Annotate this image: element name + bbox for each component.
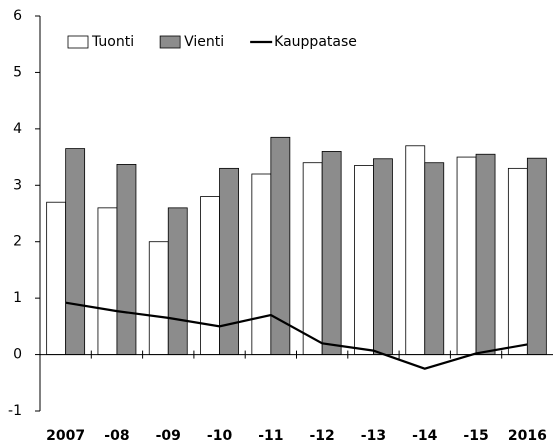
x-tick-label: -10 xyxy=(207,428,233,444)
bar xyxy=(456,156,477,355)
bar xyxy=(167,207,188,355)
bar xyxy=(97,207,118,355)
x-tick-label: -11 xyxy=(258,428,283,444)
x-tick-label: -13 xyxy=(361,428,386,444)
bar xyxy=(354,165,374,355)
x-tick-label: -08 xyxy=(104,428,129,444)
x-tick-label: 2007 xyxy=(46,428,85,444)
x-tick-label: -14 xyxy=(412,428,438,444)
bar xyxy=(270,136,291,355)
y-tick-label: 5 xyxy=(13,64,22,80)
y-tick-label: 4 xyxy=(13,121,22,137)
bar xyxy=(405,145,426,355)
legend-swatch xyxy=(159,35,181,49)
legend-swatch xyxy=(67,35,89,49)
bar xyxy=(116,164,137,355)
y-tick-label: 2 xyxy=(13,234,22,250)
bar xyxy=(251,173,272,355)
bar xyxy=(46,201,67,355)
bar xyxy=(507,167,528,355)
legend-label: Tuonti xyxy=(91,34,134,50)
y-tick-label: 6 xyxy=(13,8,22,24)
bar xyxy=(526,157,547,355)
y-tick-label: 1 xyxy=(13,290,22,306)
y-tick-label: -1 xyxy=(8,403,22,419)
bar xyxy=(200,196,220,355)
bar xyxy=(65,148,86,355)
bar xyxy=(424,162,445,355)
line xyxy=(65,301,528,370)
x-tick-label: -12 xyxy=(310,428,335,444)
bar xyxy=(475,153,496,355)
bar xyxy=(373,158,393,355)
x-tick-label: -09 xyxy=(156,428,181,444)
x-tick-label: -15 xyxy=(463,428,488,444)
legend-label: Kauppatase xyxy=(274,34,357,50)
legend-label: Vienti xyxy=(184,34,224,50)
y-tick-label: 3 xyxy=(13,177,22,193)
bar xyxy=(148,241,169,355)
y-tick-label: 0 xyxy=(13,347,22,363)
bar xyxy=(302,162,323,355)
x-tick-label: 2016 xyxy=(508,428,547,444)
bar xyxy=(321,151,342,355)
